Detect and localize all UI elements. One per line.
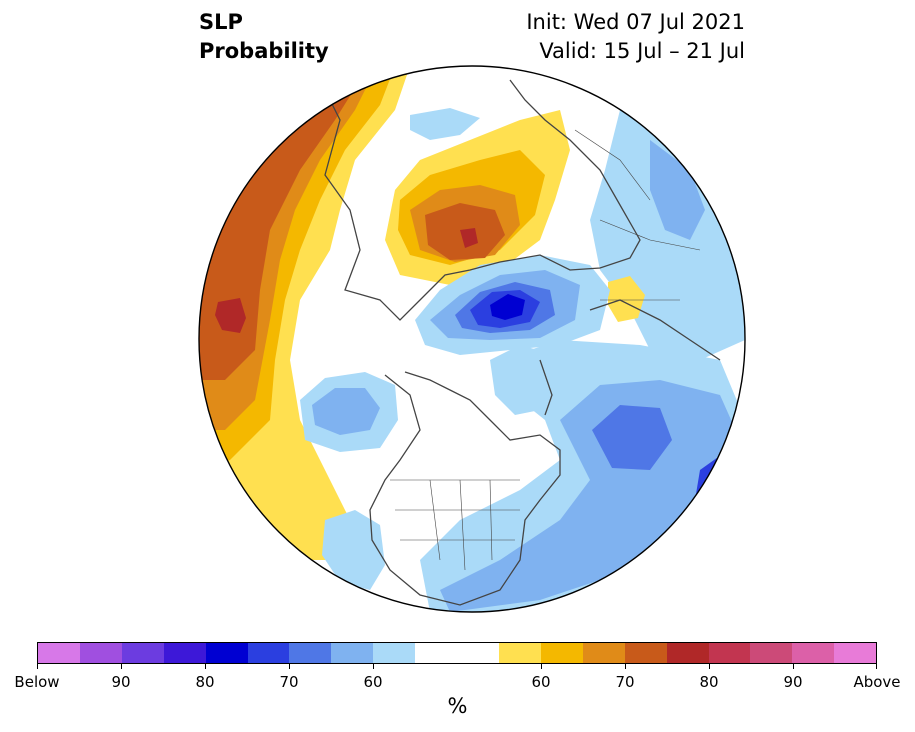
colorbar-tick bbox=[289, 664, 290, 669]
landmass-outlines bbox=[319, 79, 721, 606]
colorbar-swatch bbox=[750, 643, 793, 663]
atlantic-above-80 bbox=[215, 298, 246, 333]
colorbar-tick bbox=[709, 664, 710, 669]
init-date: Init: Wed 07 Jul 2021 bbox=[526, 10, 745, 34]
colorbar-tick bbox=[121, 664, 122, 669]
title-variable: SLP bbox=[199, 10, 243, 34]
canada-below-60 bbox=[490, 345, 552, 415]
colorbar-swatch bbox=[415, 643, 458, 663]
colorbar-swatch bbox=[38, 643, 80, 663]
colorbar-swatch bbox=[247, 643, 290, 663]
colorbar-swatch bbox=[79, 643, 122, 663]
border-lines bbox=[390, 129, 701, 571]
colorbar-tick-label: 60 bbox=[363, 673, 383, 691]
colorbar-swatch bbox=[708, 643, 751, 663]
colorbar-tick bbox=[373, 664, 374, 669]
polar-map bbox=[198, 65, 746, 613]
colorbar-labels: Below 90 80 70 60 60 70 80 90 Above bbox=[0, 673, 915, 691]
colorbar-swatch bbox=[373, 643, 416, 663]
usa-below-60 bbox=[322, 510, 385, 590]
title-product: Probability bbox=[199, 39, 329, 63]
colorbar-tick bbox=[625, 664, 626, 669]
colorbar-swatch bbox=[498, 643, 541, 663]
colorbar-swatch bbox=[540, 643, 583, 663]
colorbar-tick bbox=[205, 664, 206, 669]
colorbar-tick-label: 90 bbox=[111, 673, 131, 691]
arctic-below-60 bbox=[410, 108, 480, 140]
eastasia-below-65 bbox=[650, 140, 705, 240]
map-dates: Init: Wed 07 Jul 2021 Valid: 15 Jul – 21… bbox=[526, 8, 745, 66]
colorbar-swatch bbox=[582, 643, 625, 663]
colorbar-swatch bbox=[834, 643, 877, 663]
colorbar-unit: % bbox=[447, 694, 468, 718]
colorbar-swatch bbox=[121, 643, 164, 663]
colorbar-tick-label: 70 bbox=[615, 673, 635, 691]
prairies-below-65 bbox=[312, 388, 380, 435]
scandinavia-above-80 bbox=[460, 228, 478, 248]
colorbar-tick-label: Above bbox=[853, 673, 901, 691]
colorbar-swatch bbox=[666, 643, 709, 663]
colorbar-tick bbox=[37, 664, 38, 669]
colorbar-tick-label: 60 bbox=[531, 673, 551, 691]
colorbar-tick-label: Below bbox=[14, 673, 60, 691]
colorbar-tick-label: 90 bbox=[783, 673, 803, 691]
valid-range: Valid: 15 Jul – 21 Jul bbox=[539, 39, 745, 63]
colorbar bbox=[37, 642, 877, 664]
colorbar-swatch bbox=[289, 643, 332, 663]
colorbar-swatch bbox=[331, 643, 374, 663]
colorbar-tick-label: 70 bbox=[279, 673, 299, 691]
colorbar-swatch bbox=[792, 643, 835, 663]
colorbar-swatch bbox=[624, 643, 667, 663]
colorbar-swatch bbox=[163, 643, 206, 663]
colorbar-swatch bbox=[205, 643, 248, 663]
eastasia-above-60 bbox=[608, 276, 645, 322]
colorbar-tick-label: 80 bbox=[195, 673, 215, 691]
globe-boundary bbox=[198, 65, 746, 613]
colorbar-tick-label: 80 bbox=[699, 673, 719, 691]
map-title: SLP Probability bbox=[199, 8, 329, 66]
colorbar-swatch bbox=[457, 643, 499, 663]
probability-field bbox=[199, 66, 745, 612]
colorbar-tick bbox=[793, 664, 794, 669]
colorbar-ticks bbox=[37, 664, 877, 670]
pacific-below-70 bbox=[592, 405, 672, 470]
colorbar-tick bbox=[876, 664, 877, 669]
colorbar-tick bbox=[541, 664, 542, 669]
siberia-below-85 bbox=[490, 294, 525, 320]
